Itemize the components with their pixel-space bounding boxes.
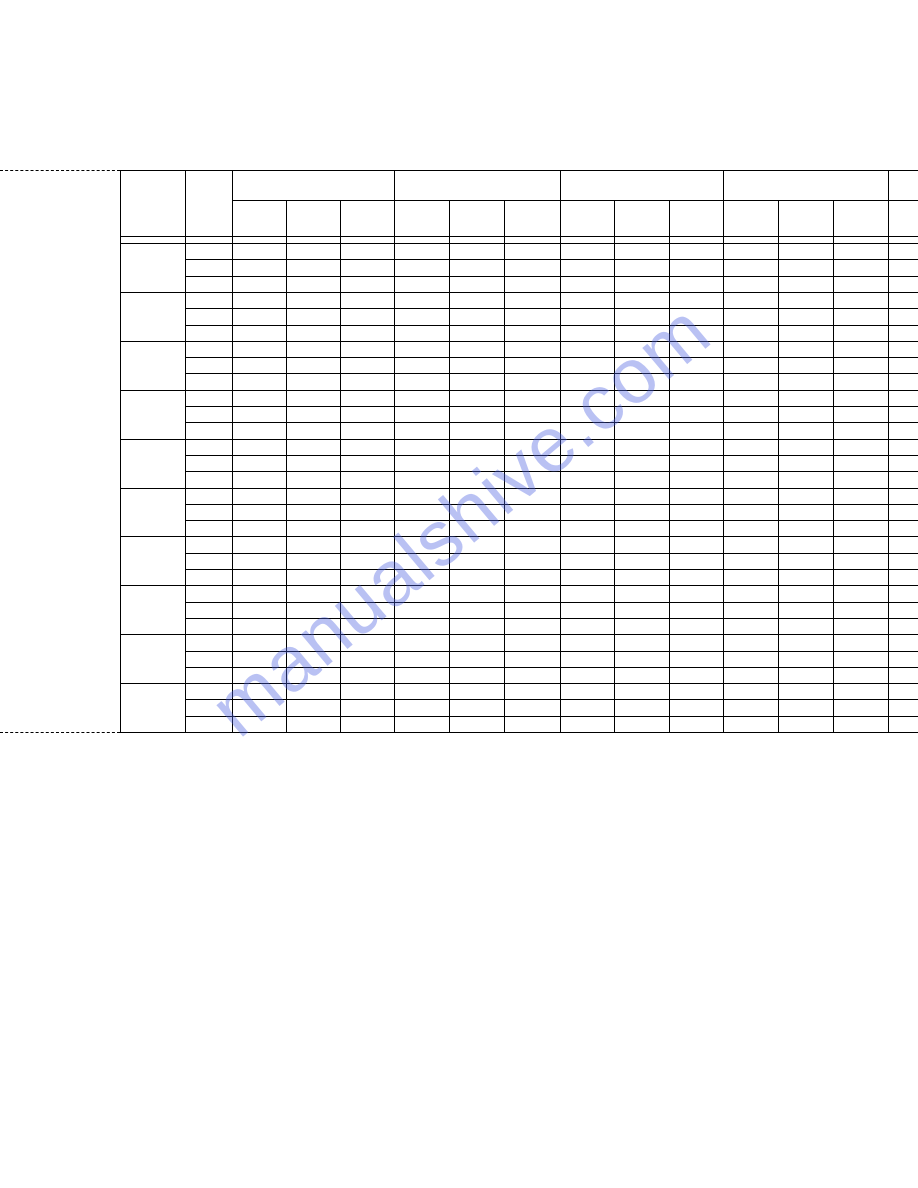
dashed-marker-bottom <box>0 732 120 733</box>
page: manualshive.com <box>0 0 918 1188</box>
dashed-marker-top <box>0 170 120 171</box>
